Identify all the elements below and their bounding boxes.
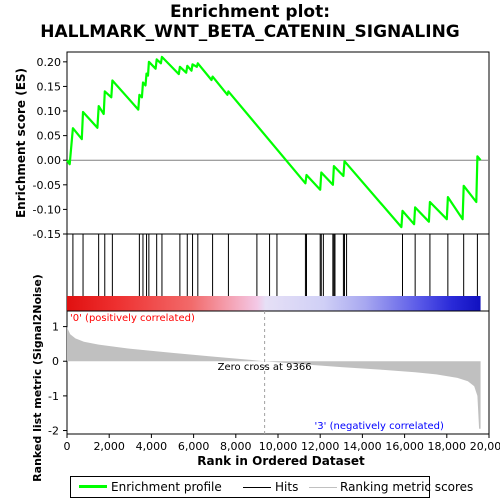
legend-metric-swatch — [309, 487, 337, 488]
metric-y-tick-label: 0 — [52, 355, 59, 368]
es-y-tick-label: -0.10 — [33, 203, 61, 216]
es-y-tick-label: 0.20 — [37, 56, 62, 69]
zero-cross-label: Zero cross at 9366 — [218, 362, 312, 373]
metric-y-axis-label: Ranked list metric (Signal2Noise) — [31, 274, 44, 482]
x-tick-label: 18,000 — [428, 440, 467, 453]
x-tick-label: 10,000 — [259, 440, 298, 453]
es-y-tick-label: 0.05 — [37, 130, 62, 143]
x-tick-label: 16,000 — [385, 440, 424, 453]
chart-legend: Enrichment profile Hits Ranking metric s… — [70, 476, 473, 498]
metric-y-tick-label: 1 — [52, 321, 59, 334]
x-tick-label: 8,000 — [220, 440, 252, 453]
x-tick-label: 0 — [64, 440, 71, 453]
legend-hits-swatch — [243, 487, 271, 488]
es-y-tick-label: 0.00 — [37, 154, 62, 167]
x-tick-label: 2,000 — [93, 440, 125, 453]
x-tick-label: 4,000 — [136, 440, 168, 453]
es-y-axis-label: Enrichment score (ES) — [14, 68, 28, 218]
legend-es-swatch — [79, 485, 107, 488]
hits-panel — [66, 233, 490, 312]
chart-title-line1: Enrichment plot: — [169, 2, 331, 22]
metric-y-tick-label: -1 — [48, 390, 59, 403]
es-panel: 0.20 0.15 0.10 0.05 0.00 -0.05 -0.10 -0.15 — [33, 51, 490, 241]
negative-correlation-label: '3' (negatively correlated) — [315, 421, 444, 432]
rank-color-bar — [67, 296, 481, 311]
metric-y-tick-label: -2 — [48, 425, 59, 438]
chart-title-line2: HALLMARK_WNT_BETA_CATENIN_SIGNALING — [40, 22, 460, 42]
ranked-metric-panel: Zero cross at 9366 '0' (positively correl… — [48, 310, 500, 453]
legend-hits-label: Hits — [275, 480, 299, 494]
x-tick-label: 20,000 — [470, 440, 500, 453]
es-y-tick-label: -0.15 — [33, 228, 61, 241]
legend-es-label: Enrichment profile — [111, 480, 222, 494]
es-y-tick-label: -0.05 — [33, 179, 61, 192]
x-tick-label: 6,000 — [178, 440, 210, 453]
legend-metric-label: Ranking metric scores — [340, 480, 474, 494]
enrichment-profile-line — [66, 55, 482, 229]
x-tick-label: 12,000 — [301, 440, 340, 453]
x-axis-label: Rank in Ordered Dataset — [197, 454, 365, 468]
positive-correlation-label: '0' (positively correlated) — [70, 313, 195, 324]
es-plot-frame — [66, 51, 490, 235]
x-tick-label: 14,000 — [343, 440, 382, 453]
es-y-tick-label: 0.15 — [37, 80, 62, 93]
es-y-tick-label: 0.10 — [37, 105, 62, 118]
